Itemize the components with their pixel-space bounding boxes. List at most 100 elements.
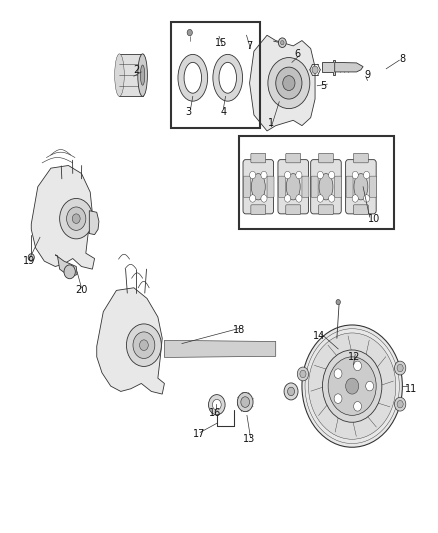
Text: 10: 10 — [368, 214, 380, 224]
Circle shape — [397, 365, 403, 372]
Ellipse shape — [237, 392, 253, 411]
Text: 1: 1 — [268, 118, 275, 128]
Circle shape — [353, 361, 361, 370]
Ellipse shape — [213, 54, 243, 101]
FancyBboxPatch shape — [279, 176, 286, 197]
FancyBboxPatch shape — [346, 160, 376, 214]
Circle shape — [317, 195, 323, 202]
Text: 20: 20 — [75, 286, 88, 295]
Circle shape — [334, 394, 342, 403]
Text: 12: 12 — [348, 352, 360, 362]
Circle shape — [395, 361, 406, 375]
Circle shape — [346, 378, 359, 394]
Text: 14: 14 — [313, 330, 325, 341]
Circle shape — [364, 171, 370, 179]
Circle shape — [285, 195, 290, 202]
Circle shape — [276, 67, 302, 99]
Ellipse shape — [141, 65, 145, 85]
Text: 6: 6 — [294, 49, 300, 59]
Text: 17: 17 — [193, 429, 205, 439]
Circle shape — [250, 171, 256, 179]
Polygon shape — [31, 165, 95, 269]
Circle shape — [328, 171, 335, 179]
FancyBboxPatch shape — [278, 160, 308, 214]
Bar — [239, 136, 394, 229]
Circle shape — [140, 340, 148, 351]
Ellipse shape — [184, 62, 201, 93]
Ellipse shape — [288, 387, 294, 395]
Text: 3: 3 — [185, 107, 191, 117]
Bar — [171, 22, 261, 128]
Circle shape — [250, 195, 256, 202]
Ellipse shape — [208, 394, 225, 415]
Text: 11: 11 — [405, 384, 417, 394]
Polygon shape — [335, 62, 363, 72]
Circle shape — [308, 333, 396, 439]
FancyBboxPatch shape — [353, 154, 368, 163]
Text: 18: 18 — [233, 325, 245, 335]
Circle shape — [285, 171, 290, 179]
FancyBboxPatch shape — [267, 176, 274, 197]
Circle shape — [352, 195, 358, 202]
Circle shape — [366, 381, 374, 391]
Polygon shape — [250, 35, 315, 131]
Circle shape — [296, 171, 302, 179]
Polygon shape — [120, 54, 143, 96]
FancyBboxPatch shape — [370, 176, 377, 197]
Text: 16: 16 — [208, 408, 221, 418]
FancyBboxPatch shape — [311, 160, 341, 214]
Ellipse shape — [354, 174, 368, 200]
Circle shape — [296, 195, 302, 202]
Circle shape — [261, 171, 267, 179]
FancyBboxPatch shape — [286, 154, 300, 163]
Text: 15: 15 — [215, 38, 227, 48]
Circle shape — [352, 171, 358, 179]
Polygon shape — [55, 255, 77, 277]
Text: 5: 5 — [321, 81, 327, 91]
Circle shape — [64, 265, 75, 279]
Text: 9: 9 — [364, 70, 371, 80]
Circle shape — [328, 195, 335, 202]
Ellipse shape — [241, 397, 250, 407]
FancyBboxPatch shape — [286, 205, 300, 214]
Circle shape — [297, 367, 309, 381]
FancyBboxPatch shape — [243, 160, 274, 214]
Circle shape — [364, 195, 370, 202]
Polygon shape — [321, 60, 335, 75]
Circle shape — [397, 400, 403, 408]
Circle shape — [322, 350, 382, 422]
Ellipse shape — [178, 54, 208, 101]
FancyBboxPatch shape — [302, 176, 309, 197]
Circle shape — [312, 66, 318, 74]
Circle shape — [328, 357, 376, 415]
Circle shape — [300, 370, 306, 378]
Circle shape — [133, 332, 155, 359]
FancyBboxPatch shape — [251, 205, 266, 214]
FancyBboxPatch shape — [353, 205, 368, 214]
Text: 13: 13 — [244, 434, 256, 445]
Ellipse shape — [284, 383, 298, 400]
Circle shape — [72, 214, 80, 223]
FancyBboxPatch shape — [318, 205, 333, 214]
FancyBboxPatch shape — [311, 176, 318, 197]
FancyBboxPatch shape — [335, 176, 342, 197]
Text: 7: 7 — [247, 41, 253, 51]
Circle shape — [261, 195, 267, 202]
Polygon shape — [89, 211, 99, 235]
Circle shape — [317, 171, 323, 179]
Circle shape — [302, 325, 403, 447]
Circle shape — [283, 76, 295, 91]
Circle shape — [60, 198, 93, 239]
Text: 8: 8 — [399, 54, 406, 64]
Circle shape — [127, 324, 161, 367]
Ellipse shape — [286, 174, 300, 200]
Circle shape — [281, 41, 284, 45]
Ellipse shape — [319, 174, 333, 200]
FancyBboxPatch shape — [346, 176, 353, 197]
Polygon shape — [164, 341, 276, 358]
Circle shape — [67, 207, 86, 230]
FancyBboxPatch shape — [318, 154, 333, 163]
Circle shape — [279, 38, 286, 47]
Circle shape — [336, 300, 340, 305]
FancyBboxPatch shape — [244, 176, 251, 197]
